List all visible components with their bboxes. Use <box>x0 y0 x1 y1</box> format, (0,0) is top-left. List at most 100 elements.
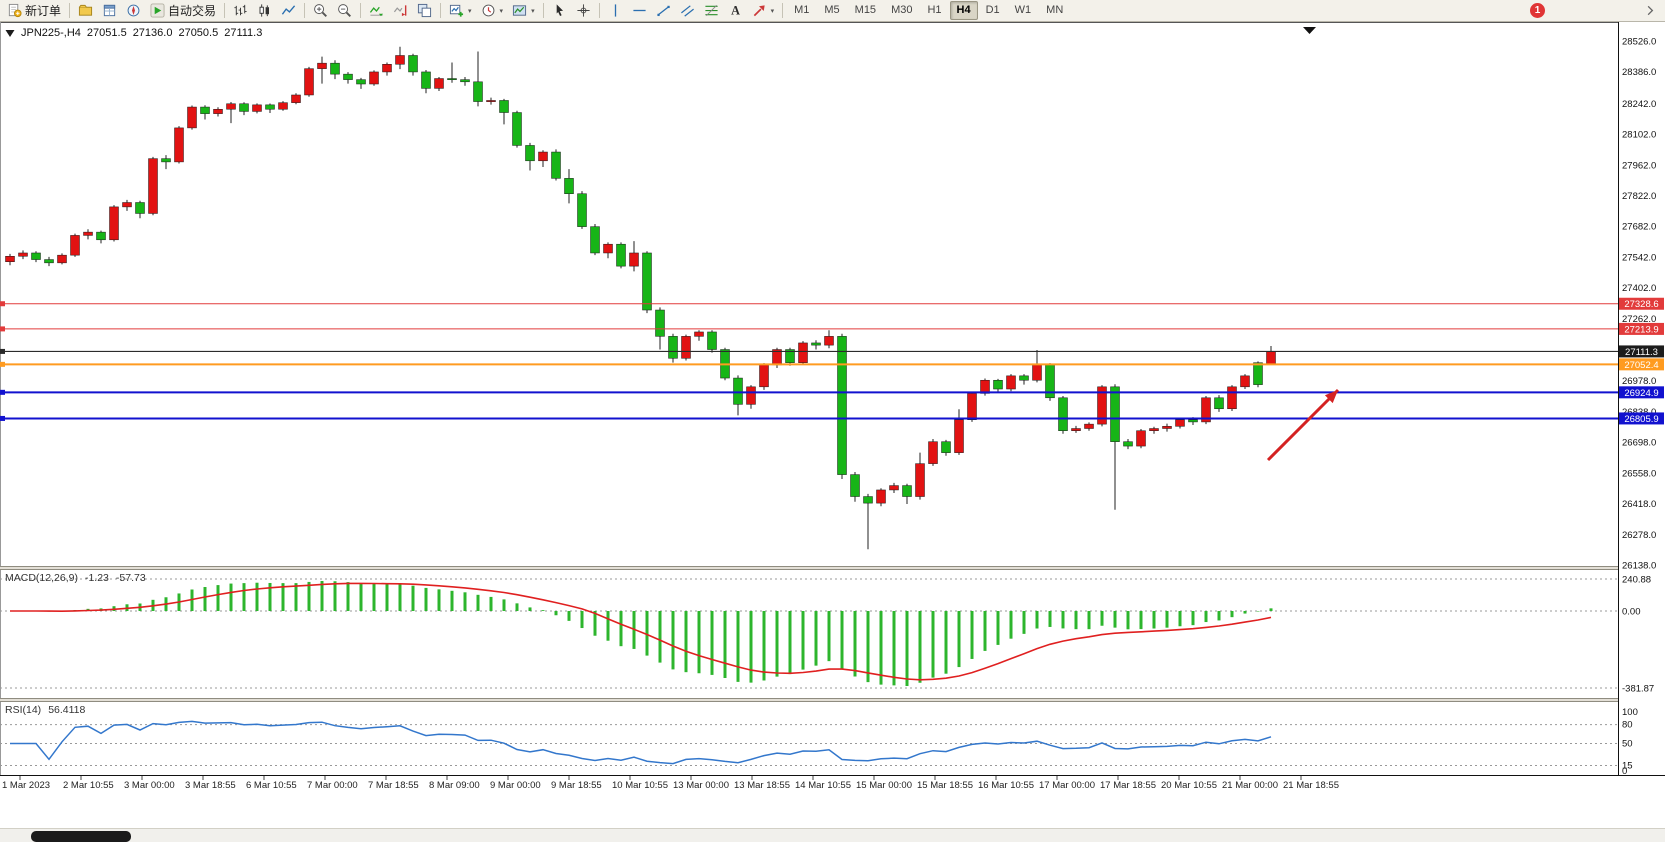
timeframe-m5[interactable]: M5 <box>824 4 840 16</box>
price-axis-label: 28526.0 <box>1622 37 1656 48</box>
trend-arrow[interactable] <box>1266 388 1340 462</box>
auto-trading-button[interactable]: 自动交易 <box>146 1 220 20</box>
ohlc-high: 27136.0 <box>132 27 173 39</box>
time-axis-label: 13 Mar 18:55 <box>734 780 790 791</box>
timeframe-mn[interactable]: MN <box>1046 4 1064 16</box>
candle-body <box>603 243 613 254</box>
equidistant-channel-button[interactable] <box>676 1 699 20</box>
resistance-line-1-handle[interactable] <box>0 301 5 307</box>
price-badge-label: 27213.9 <box>1624 324 1658 335</box>
equidistant-channel-icon <box>680 5 694 17</box>
dropdown-arrow-icon: ▾ <box>770 7 775 15</box>
time-axis-label: 6 Mar 10:55 <box>246 780 297 791</box>
timeframe-h4[interactable]: H4 <box>949 1 978 20</box>
timeframe-w1[interactable]: W1 <box>1014 4 1032 16</box>
templates-button[interactable]: ▾ <box>508 1 539 20</box>
candle-body <box>499 100 509 113</box>
support-line-2-handle[interactable] <box>0 415 5 421</box>
time-axis-label: 21 Mar 00:00 <box>1222 780 1278 791</box>
price-axis[interactable] <box>1618 22 1665 775</box>
candle-body <box>1162 426 1172 429</box>
trendline-button[interactable] <box>652 1 675 20</box>
candle-body <box>70 235 80 256</box>
candle-body <box>330 62 340 75</box>
arrows-tool-button[interactable]: ▾ <box>748 1 779 20</box>
panel-divider[interactable] <box>0 566 1665 570</box>
bar-chart-button[interactable] <box>229 1 252 20</box>
candle-body <box>1175 419 1185 427</box>
tile-windows-icon <box>417 3 432 18</box>
candle-body <box>1266 351 1276 365</box>
rsi-axis-label: 80 <box>1622 720 1633 731</box>
text-label-button[interactable]: A <box>724 1 747 20</box>
candle-body <box>239 103 249 112</box>
new-chart-button[interactable]: ▾ <box>445 1 476 20</box>
fibonacci-retracement-button[interactable] <box>700 1 723 20</box>
candle-body <box>369 71 379 85</box>
timeframe-m15[interactable]: M15 <box>854 4 877 16</box>
macd-name: MACD(12,26,9) <box>5 572 78 584</box>
candle-body <box>343 73 353 80</box>
quick-trade-collapse-arrow[interactable] <box>1303 27 1316 34</box>
price-axis-label: 26698.0 <box>1622 438 1656 449</box>
horizontal-line-button[interactable] <box>628 1 651 20</box>
zoom-out-button[interactable] <box>333 1 356 20</box>
auto-scroll-icon <box>369 6 384 17</box>
pivot-line-orange-handle[interactable] <box>0 361 5 367</box>
candle-body <box>642 252 652 311</box>
candlestick-chart-button[interactable] <box>253 1 276 20</box>
price-badge-label: 27111.3 <box>1625 347 1658 358</box>
panel-divider[interactable] <box>0 698 1665 702</box>
notification-badge[interactable]: 1 <box>1530 3 1545 18</box>
pivot-line-orange-badge <box>1619 358 1664 371</box>
time-axis-label: 9 Mar 00:00 <box>490 780 541 791</box>
candle-body <box>707 331 717 350</box>
profiles-button[interactable] <box>74 1 97 20</box>
data-window-icon <box>103 4 116 17</box>
toolbar-overflow-button[interactable] <box>1639 1 1662 20</box>
crosshair-button[interactable] <box>572 1 595 20</box>
line-chart-button[interactable] <box>277 1 300 20</box>
auto-scroll-button[interactable] <box>365 1 388 20</box>
support-line-2-badge <box>1619 412 1664 425</box>
timeframe-d1[interactable]: D1 <box>985 4 1000 16</box>
trend-arrow-head[interactable] <box>1324 390 1338 404</box>
macd-axis-label: 240.88 <box>1622 575 1651 586</box>
support-line-1-handle[interactable] <box>0 389 5 395</box>
candle-body <box>694 331 704 337</box>
new-order-button[interactable]: 新订单 <box>3 1 65 20</box>
candle-body <box>317 62 327 69</box>
price-badge-label: 27328.6 <box>1624 299 1658 310</box>
candle-body <box>291 94 301 103</box>
candle-body <box>408 55 418 73</box>
navigator-button[interactable] <box>122 1 145 20</box>
timeframe-h1[interactable]: H1 <box>927 4 942 16</box>
zoom-in-button[interactable] <box>309 1 332 20</box>
candle-body <box>473 81 483 102</box>
timeframe-m30[interactable]: M30 <box>891 4 913 16</box>
toolbar-overflow-icon <box>1647 5 1654 16</box>
candle-body <box>538 151 548 162</box>
timeframe-m1[interactable]: M1 <box>794 4 810 16</box>
ohlc-open: 27051.5 <box>86 27 127 39</box>
price-badge-label: 27052.4 <box>1624 360 1658 371</box>
resistance-line-2-handle[interactable] <box>0 326 5 332</box>
candle-body <box>551 151 561 179</box>
data-window-button[interactable] <box>98 1 121 20</box>
price-axis-label: 26138.0 <box>1622 561 1656 572</box>
current-price-line-handle[interactable] <box>0 348 5 354</box>
tile-windows-button[interactable] <box>413 1 436 20</box>
one-click-trading-arrow-icon[interactable] <box>5 29 15 38</box>
chart-shift-button[interactable] <box>389 1 412 20</box>
cursor-button[interactable] <box>548 1 571 20</box>
scrollbar-thumb[interactable] <box>31 831 131 842</box>
candle-body <box>889 485 899 491</box>
cursor-icon <box>556 4 563 16</box>
vertical-line-button[interactable] <box>604 1 627 20</box>
horizontal-scrollbar[interactable] <box>0 828 1665 842</box>
time-axis-label: 13 Mar 00:00 <box>673 780 729 791</box>
time-axis-label: 15 Mar 18:55 <box>917 780 973 791</box>
periods-button[interactable]: ▾ <box>477 1 508 20</box>
candle-body <box>83 231 93 236</box>
time-axis[interactable] <box>0 776 1665 796</box>
